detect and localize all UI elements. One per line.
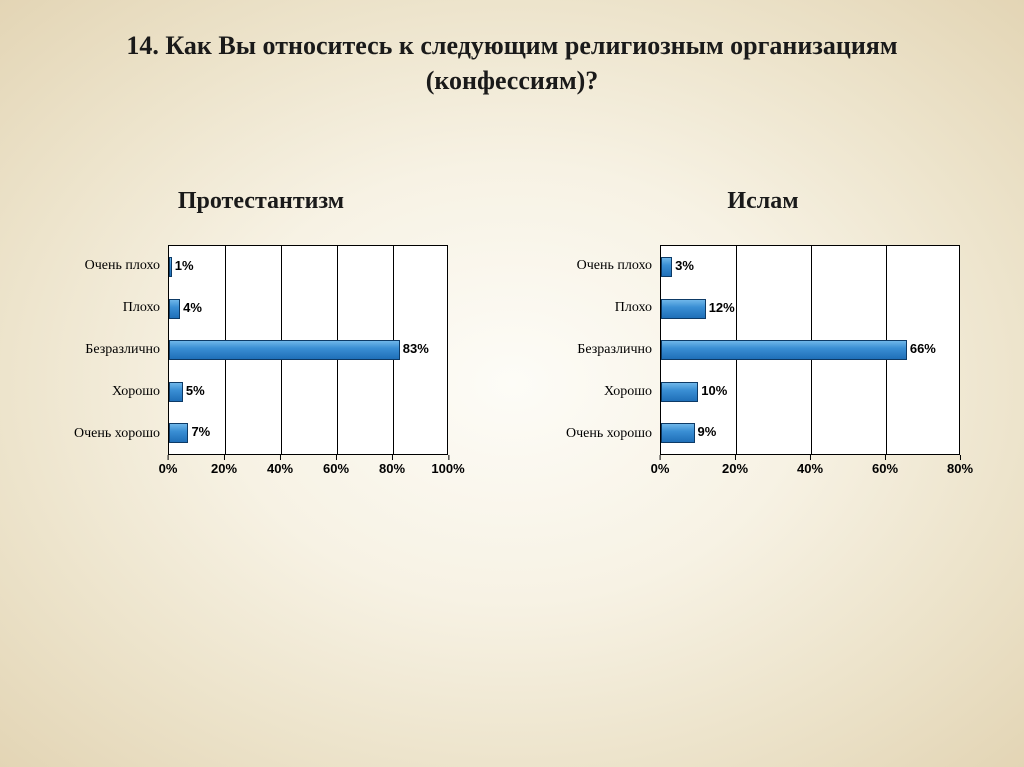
ylabel: Плохо xyxy=(123,289,160,327)
chart-1-ylabels: Очень плохо Плохо Безразлично Хорошо Оче… xyxy=(566,245,660,455)
ylabel: Плохо xyxy=(615,289,652,327)
xtick-label: 0% xyxy=(651,461,670,476)
ylabel: Очень плохо xyxy=(577,247,652,285)
bar-row: 4% xyxy=(169,290,447,328)
bar-row: 7% xyxy=(169,414,447,452)
xtick-label: 20% xyxy=(722,461,748,476)
xtick-label: 40% xyxy=(797,461,823,476)
xtick-label: 60% xyxy=(872,461,898,476)
chart-0-ylabels: Очень плохо Плохо Безразлично Хорошо Оче… xyxy=(74,245,168,455)
ylabel: Безразлично xyxy=(85,331,160,369)
xtick-mark xyxy=(392,455,393,460)
xtick-mark xyxy=(280,455,281,460)
ylabel: Очень хорошо xyxy=(566,415,652,453)
xtick-label: 80% xyxy=(379,461,405,476)
bar: 12% xyxy=(661,299,706,319)
bar-row: 3% xyxy=(661,248,959,286)
bar: 10% xyxy=(661,382,698,402)
chart-islam: Ислам Очень плохо Плохо Безразлично Хоро… xyxy=(532,188,994,481)
xtick-mark xyxy=(224,455,225,460)
bar-row: 10% xyxy=(661,373,959,411)
bar-value-label: 3% xyxy=(675,258,694,273)
xtick-mark xyxy=(810,455,811,460)
chart-title-0: Протестантизм xyxy=(178,188,344,215)
xtick-label: 0% xyxy=(159,461,178,476)
chart-title-1: Ислам xyxy=(727,188,798,215)
bar-row: 66% xyxy=(661,331,959,369)
xtick-mark xyxy=(336,455,337,460)
xtick-label: 100% xyxy=(431,461,464,476)
xtick-mark xyxy=(885,455,886,460)
ylabel: Очень плохо xyxy=(85,247,160,285)
ylabel: Безразлично xyxy=(577,331,652,369)
bar-value-label: 7% xyxy=(191,424,210,439)
bar-value-label: 5% xyxy=(186,383,205,398)
xtick-label: 80% xyxy=(947,461,973,476)
page-title: 14. Как Вы относитесь к следующим религи… xyxy=(0,0,1024,98)
chart-protestantism: Протестантизм Очень плохо Плохо Безразли… xyxy=(30,188,492,481)
ylabel: Хорошо xyxy=(112,373,160,411)
bar-row: 12% xyxy=(661,290,959,328)
xtick-mark xyxy=(448,455,449,460)
bar-value-label: 4% xyxy=(183,300,202,315)
bar: 7% xyxy=(169,423,188,443)
bar: 1% xyxy=(169,257,172,277)
chart-1-xaxis: 0%20%40%60%80% xyxy=(660,461,960,481)
bar-value-label: 83% xyxy=(403,341,429,356)
bar-value-label: 66% xyxy=(910,341,936,356)
bar: 5% xyxy=(169,382,183,402)
chart-1-bars: 3% 12% 66% 10% 9% xyxy=(661,246,959,454)
chart-0-plot: 1% 4% 83% 5% 7% xyxy=(168,245,448,455)
bar-value-label: 10% xyxy=(701,383,727,398)
xtick-mark xyxy=(168,455,169,460)
xtick-mark xyxy=(660,455,661,460)
bar: 3% xyxy=(661,257,672,277)
bar-value-label: 9% xyxy=(698,424,717,439)
xtick-label: 40% xyxy=(267,461,293,476)
chart-1-plot: 3% 12% 66% 10% 9% xyxy=(660,245,960,455)
chart-0-bars: 1% 4% 83% 5% 7% xyxy=(169,246,447,454)
xtick-mark xyxy=(960,455,961,460)
bar-row: 9% xyxy=(661,414,959,452)
bar: 9% xyxy=(661,423,695,443)
xtick-label: 20% xyxy=(211,461,237,476)
charts-container: Протестантизм Очень плохо Плохо Безразли… xyxy=(0,98,1024,481)
bar-row: 1% xyxy=(169,248,447,286)
ylabel: Хорошо xyxy=(604,373,652,411)
bar: 83% xyxy=(169,340,400,360)
xtick-mark xyxy=(735,455,736,460)
bar-value-label: 12% xyxy=(709,300,735,315)
bar: 66% xyxy=(661,340,907,360)
bar-row: 83% xyxy=(169,331,447,369)
bar-row: 5% xyxy=(169,373,447,411)
ylabel: Очень хорошо xyxy=(74,415,160,453)
xtick-label: 60% xyxy=(323,461,349,476)
bar: 4% xyxy=(169,299,180,319)
chart-0-xaxis: 0%20%40%60%80%100% xyxy=(168,461,448,481)
bar-value-label: 1% xyxy=(175,258,194,273)
